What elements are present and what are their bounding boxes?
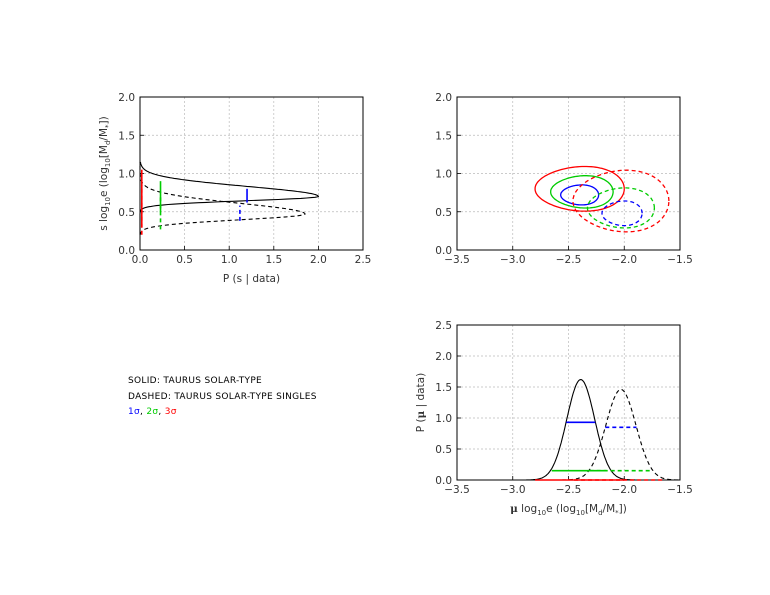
joint-xtick-label: −3.0 xyxy=(500,254,526,266)
legend-sep: , xyxy=(140,407,147,417)
joint-ytick-label: 2.0 xyxy=(435,92,452,104)
legend-sigma1: 1σ xyxy=(128,407,141,417)
mu-posterior-panel: −3.5 −3.0 −2.5 −2.0 −1.5 0.0 0.5 1.0 1.5 2.0 2.5 μ … xyxy=(415,320,693,517)
legend-sigma3: 3σ xyxy=(164,407,177,417)
s-posterior-curve-solid xyxy=(139,161,320,235)
joint-contour-solid xyxy=(550,175,614,209)
s-posterior-xlabel: P (s | data) xyxy=(223,273,280,285)
joint-contour-solid xyxy=(534,165,625,212)
joint-xtick-label: −3.5 xyxy=(444,254,470,266)
mu-posterior-xtick-label: −2.0 xyxy=(612,484,638,496)
s-posterior-ytick-label: 2.0 xyxy=(118,92,135,104)
joint-contour-dashed xyxy=(586,187,656,229)
joint-ytick-label: 0.5 xyxy=(435,207,452,219)
joint-xtick-label: −1.5 xyxy=(667,254,693,266)
joint-ytick-label: 1.5 xyxy=(435,130,452,142)
joint-contour-panel: −3.5 −3.0 −2.5 −2.0 −1.5 0.0 0.5 1.0 1.5 2.0 xyxy=(435,92,692,266)
legend-dashed: DASHED: TAURUS SOLAR-TYPE SINGLES xyxy=(128,392,317,402)
mu-posterior-ylabel: P (μ | data) xyxy=(415,373,427,432)
legend-sigma2: 2σ xyxy=(146,407,159,417)
mu-posterior-xlabel: μ log10e (log10[Md/M*]) xyxy=(510,503,627,517)
joint-ytick-label: 0.0 xyxy=(435,245,452,257)
joint-xtick-label: −2.5 xyxy=(556,254,582,266)
joint-frame xyxy=(456,96,681,251)
s-posterior-ytick-label: 1.0 xyxy=(118,169,135,181)
s-posterior-xtick-label: 2.5 xyxy=(355,254,372,266)
legend-sep: , xyxy=(158,407,165,417)
s-posterior-ytick-label: 0.5 xyxy=(118,207,135,219)
legend-sigma-levels: 1σ, 2σ, 3σ xyxy=(128,407,177,417)
joint-xtick-label: −2.0 xyxy=(612,254,638,266)
s-posterior-xtick-label: 1.0 xyxy=(221,254,238,266)
mu-posterior-xtick-label: −2.5 xyxy=(556,484,582,496)
mu-posterior-ytick-label: 0.5 xyxy=(435,444,452,456)
mu-posterior-xtick-label: −3.5 xyxy=(444,484,470,496)
mu-posterior-ytick-label: 2.5 xyxy=(435,320,452,332)
joint-ytick-label: 1.0 xyxy=(435,169,452,181)
s-posterior-ytick-label: 1.5 xyxy=(118,130,135,142)
s-posterior-curve-dashed xyxy=(139,162,306,235)
mu-posterior-ytick-label: 1.0 xyxy=(435,413,452,425)
joint-contour-dashed xyxy=(601,200,643,227)
joint-contour-solid xyxy=(560,184,600,206)
s-posterior-xtick-label: 0.0 xyxy=(132,254,149,266)
s-posterior-xtick-label: 0.5 xyxy=(176,254,193,266)
mu-posterior-xtick-label: −3.0 xyxy=(500,484,526,496)
mu-posterior-ytick-label: 2.0 xyxy=(435,351,452,363)
s-posterior-ylabel: s log10e (log10[Md/M*]) xyxy=(98,116,112,231)
mu-posterior-ytick-label: 1.5 xyxy=(435,382,452,394)
mu-posterior-curve-dashed xyxy=(457,388,681,481)
s-posterior-ytick-label: 0.0 xyxy=(118,245,135,257)
legend-solid: SOLID: TAURUS SOLAR-TYPE xyxy=(128,376,263,386)
mu-posterior-xtick-label: −1.5 xyxy=(667,484,693,496)
joint-contour-dashed xyxy=(572,169,670,233)
mu-posterior-ytick-label: 0.0 xyxy=(435,475,452,487)
s-posterior-xtick-label: 2.0 xyxy=(310,254,327,266)
s-posterior-panel: 0.0 0.5 1.0 1.5 2.0 2.5 0.0 0.5 1.0 1.5 2.0 P (s | … xyxy=(98,92,371,285)
s-posterior-xtick-label: 1.5 xyxy=(265,254,282,266)
